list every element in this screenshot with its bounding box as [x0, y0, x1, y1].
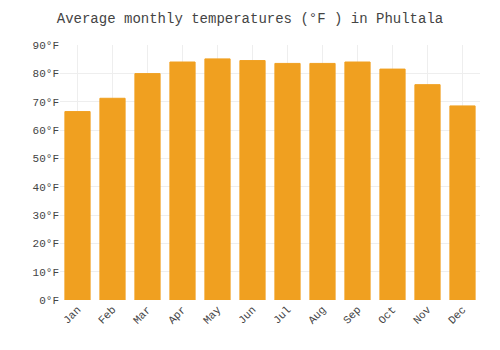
svg-text:Jul: Jul: [271, 304, 293, 326]
svg-text:80°F: 80°F: [33, 68, 59, 80]
svg-text:Feb: Feb: [96, 304, 118, 326]
svg-text:30°F: 30°F: [33, 210, 59, 222]
svg-text:50°F: 50°F: [33, 153, 59, 165]
svg-text:40°F: 40°F: [33, 182, 59, 194]
svg-text:10°F: 10°F: [33, 267, 59, 279]
svg-text:20°F: 20°F: [33, 238, 59, 250]
svg-text:May: May: [201, 304, 224, 327]
svg-text:Oct: Oct: [376, 304, 398, 326]
svg-text:Nov: Nov: [411, 304, 434, 327]
svg-text:Average monthly temperatures (: Average monthly temperatures (°F ) in Ph…: [57, 11, 443, 27]
svg-text:Jun: Jun: [236, 304, 258, 326]
svg-text:70°F: 70°F: [33, 97, 59, 109]
svg-text:60°F: 60°F: [33, 125, 59, 137]
svg-text:Jan: Jan: [61, 304, 83, 326]
svg-text:Apr: Apr: [166, 304, 188, 326]
svg-text:Sep: Sep: [341, 304, 363, 326]
svg-text:Mar: Mar: [131, 304, 153, 326]
svg-text:Dec: Dec: [446, 304, 468, 326]
svg-text:0°F: 0°F: [39, 295, 59, 307]
svg-text:90°F: 90°F: [33, 40, 59, 52]
svg-text:Aug: Aug: [306, 304, 328, 326]
